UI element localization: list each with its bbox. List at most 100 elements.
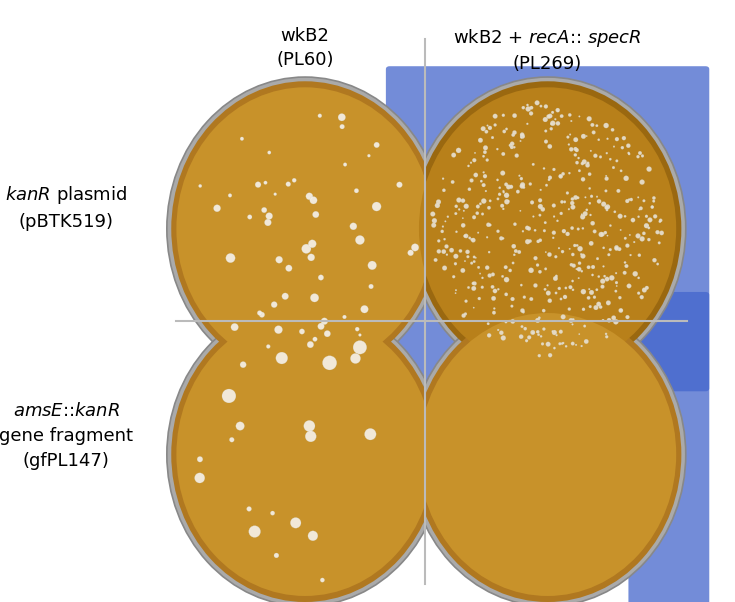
Point bbox=[567, 202, 578, 212]
Point bbox=[567, 315, 579, 324]
Point bbox=[598, 243, 609, 253]
Point bbox=[567, 339, 578, 349]
Point bbox=[571, 145, 583, 155]
Point bbox=[641, 211, 653, 221]
Point bbox=[591, 285, 603, 294]
Point bbox=[521, 223, 533, 232]
Point bbox=[656, 228, 667, 238]
Point bbox=[501, 124, 512, 134]
Point bbox=[262, 342, 274, 352]
Point bbox=[538, 306, 550, 315]
Point bbox=[547, 326, 559, 336]
Point bbox=[506, 294, 518, 304]
Point bbox=[567, 320, 578, 329]
Point bbox=[537, 339, 548, 349]
Point bbox=[477, 124, 489, 134]
Point bbox=[577, 175, 589, 184]
Point bbox=[462, 283, 474, 293]
Point bbox=[557, 312, 569, 321]
Point bbox=[526, 108, 537, 118]
Point bbox=[588, 128, 600, 137]
Point bbox=[514, 171, 526, 181]
Point bbox=[611, 281, 623, 291]
Point bbox=[579, 193, 591, 202]
Point bbox=[458, 206, 470, 216]
Point bbox=[438, 247, 450, 256]
Point bbox=[523, 332, 535, 342]
Text: $\it{amsE}$::$\it{kanR}$
gene fragment
(gfPL147): $\it{amsE}$::$\it{kanR}$ gene fragment (… bbox=[0, 403, 133, 470]
Point bbox=[467, 279, 479, 288]
Point bbox=[469, 279, 481, 288]
Point bbox=[611, 134, 623, 144]
Point bbox=[359, 305, 370, 314]
Point bbox=[573, 329, 585, 339]
Point bbox=[448, 150, 459, 160]
Point bbox=[258, 205, 270, 215]
Point bbox=[621, 196, 633, 206]
Point bbox=[526, 294, 537, 304]
Point bbox=[539, 285, 551, 294]
Point bbox=[462, 252, 474, 261]
Point bbox=[542, 288, 554, 298]
Point bbox=[370, 202, 382, 211]
Point bbox=[495, 234, 507, 243]
Point bbox=[584, 199, 595, 208]
Point bbox=[484, 196, 496, 206]
Point bbox=[551, 272, 562, 281]
Point bbox=[304, 340, 316, 349]
Point bbox=[517, 132, 529, 141]
Point bbox=[440, 241, 452, 251]
Point bbox=[450, 209, 462, 219]
Point bbox=[439, 263, 451, 273]
Point bbox=[642, 221, 654, 231]
Point bbox=[460, 296, 472, 306]
Point bbox=[464, 233, 476, 243]
Point bbox=[548, 233, 559, 243]
Point bbox=[492, 194, 503, 203]
Point bbox=[460, 231, 472, 241]
Point bbox=[497, 234, 509, 243]
Point bbox=[351, 324, 363, 334]
Point bbox=[653, 238, 665, 247]
Point bbox=[548, 327, 560, 337]
Point bbox=[634, 205, 645, 214]
Point bbox=[509, 143, 520, 152]
Point bbox=[619, 258, 631, 267]
Point bbox=[305, 253, 317, 262]
Point bbox=[495, 328, 507, 338]
Point bbox=[462, 161, 474, 171]
Point bbox=[611, 278, 623, 287]
Point bbox=[504, 265, 516, 275]
Point bbox=[581, 337, 592, 346]
Point bbox=[451, 202, 462, 211]
Point bbox=[637, 234, 648, 244]
Point bbox=[648, 193, 660, 203]
Point bbox=[534, 235, 546, 245]
Point bbox=[498, 186, 509, 196]
Point bbox=[515, 281, 527, 290]
Point bbox=[522, 100, 534, 110]
Point bbox=[457, 220, 469, 230]
Point bbox=[453, 205, 465, 214]
Point bbox=[518, 293, 530, 302]
Point bbox=[535, 332, 547, 341]
Point bbox=[506, 139, 518, 149]
Point bbox=[468, 257, 480, 267]
Point bbox=[473, 262, 484, 272]
Point bbox=[542, 340, 554, 349]
Point bbox=[259, 178, 271, 187]
Point bbox=[539, 264, 551, 274]
Point bbox=[530, 253, 542, 263]
Point bbox=[559, 292, 571, 302]
Point bbox=[339, 312, 351, 322]
Point bbox=[614, 225, 626, 235]
Point bbox=[576, 159, 588, 169]
Point bbox=[513, 247, 525, 257]
Point bbox=[321, 329, 333, 338]
Point bbox=[488, 294, 500, 303]
Point bbox=[527, 160, 539, 169]
Point bbox=[541, 181, 553, 190]
Point bbox=[556, 209, 567, 219]
Point bbox=[529, 226, 541, 235]
Point bbox=[646, 202, 658, 212]
